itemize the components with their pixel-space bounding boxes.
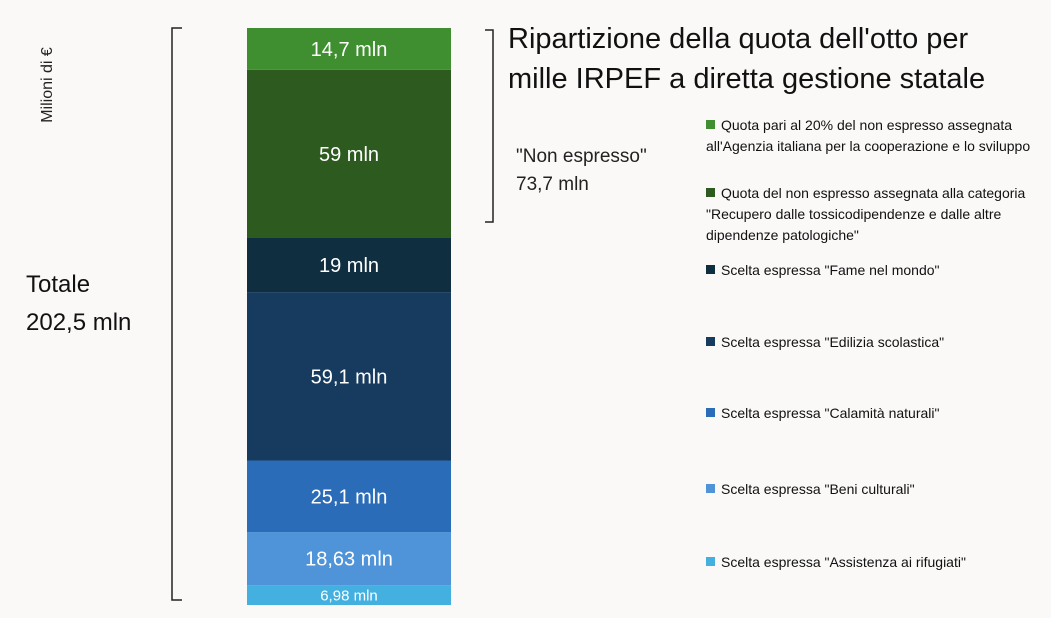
total-label: 202,5 mln bbox=[26, 309, 131, 336]
total-label: Totale bbox=[26, 271, 90, 298]
legend-swatch bbox=[706, 337, 715, 346]
value-label: 59 mln bbox=[319, 144, 379, 166]
value-label: 19 mln bbox=[319, 255, 379, 277]
legend-text: Scelta espressa "Edilizia scolastica" bbox=[721, 334, 945, 350]
bar-segment bbox=[247, 292, 451, 461]
chart-title: mille IRPEF a diretta gestione statale bbox=[508, 63, 985, 95]
bar-segment bbox=[247, 585, 451, 605]
value-label: 59,1 mln bbox=[311, 366, 388, 388]
legend-swatch bbox=[706, 120, 715, 129]
bar-segment bbox=[247, 237, 451, 293]
legend-text: Scelta espressa "Calamità naturali" bbox=[721, 405, 940, 421]
legend-swatch bbox=[706, 188, 715, 197]
legend-item: Quota del non espresso assegnata alla ca… bbox=[706, 183, 1051, 246]
legend-text: Scelta espressa "Fame nel mondo" bbox=[721, 262, 940, 278]
bar-segment bbox=[247, 28, 451, 70]
legend-text: Quota del non espresso assegnata alla ca… bbox=[706, 185, 1026, 243]
bar-segment bbox=[247, 69, 451, 238]
legend-item: Scelta espressa "Assistenza ai rifugiati… bbox=[706, 552, 1051, 573]
group-bracket bbox=[485, 29, 494, 223]
legend-item: Quota pari al 20% del non espresso asseg… bbox=[706, 115, 1051, 157]
legend-item: Scelta espressa "Fame nel mondo" bbox=[706, 260, 1051, 281]
bar-segment bbox=[247, 460, 451, 533]
legend-item: Scelta espressa "Calamità naturali" bbox=[706, 403, 1051, 424]
legend-text: Quota pari al 20% del non espresso asseg… bbox=[706, 117, 1031, 154]
value-label: 25,1 mln bbox=[311, 486, 388, 508]
y-label: Milioni di € bbox=[39, 47, 56, 123]
legend-swatch bbox=[706, 484, 715, 493]
total-bracket bbox=[171, 27, 182, 601]
legend-swatch bbox=[706, 408, 715, 417]
value-label: 14,7 mln bbox=[311, 39, 388, 61]
legend-text: Scelta espressa "Beni culturali" bbox=[721, 481, 915, 497]
group-label: "Non espresso" bbox=[516, 146, 647, 167]
chart-title: Ripartizione della quota dell'otto per bbox=[508, 23, 969, 55]
legend-item: Scelta espressa "Beni culturali" bbox=[706, 479, 1051, 500]
legend-swatch bbox=[706, 265, 715, 274]
legend-item: Scelta espressa "Edilizia scolastica" bbox=[706, 332, 1051, 353]
bar-segment bbox=[247, 532, 451, 586]
value-label: 6,98 mln bbox=[320, 587, 378, 604]
legend-text: Scelta espressa "Assistenza ai rifugiati… bbox=[721, 554, 966, 570]
legend-swatch bbox=[706, 557, 715, 566]
value-label: 18,63 mln bbox=[305, 549, 393, 571]
group-label: 73,7 mln bbox=[516, 174, 589, 195]
